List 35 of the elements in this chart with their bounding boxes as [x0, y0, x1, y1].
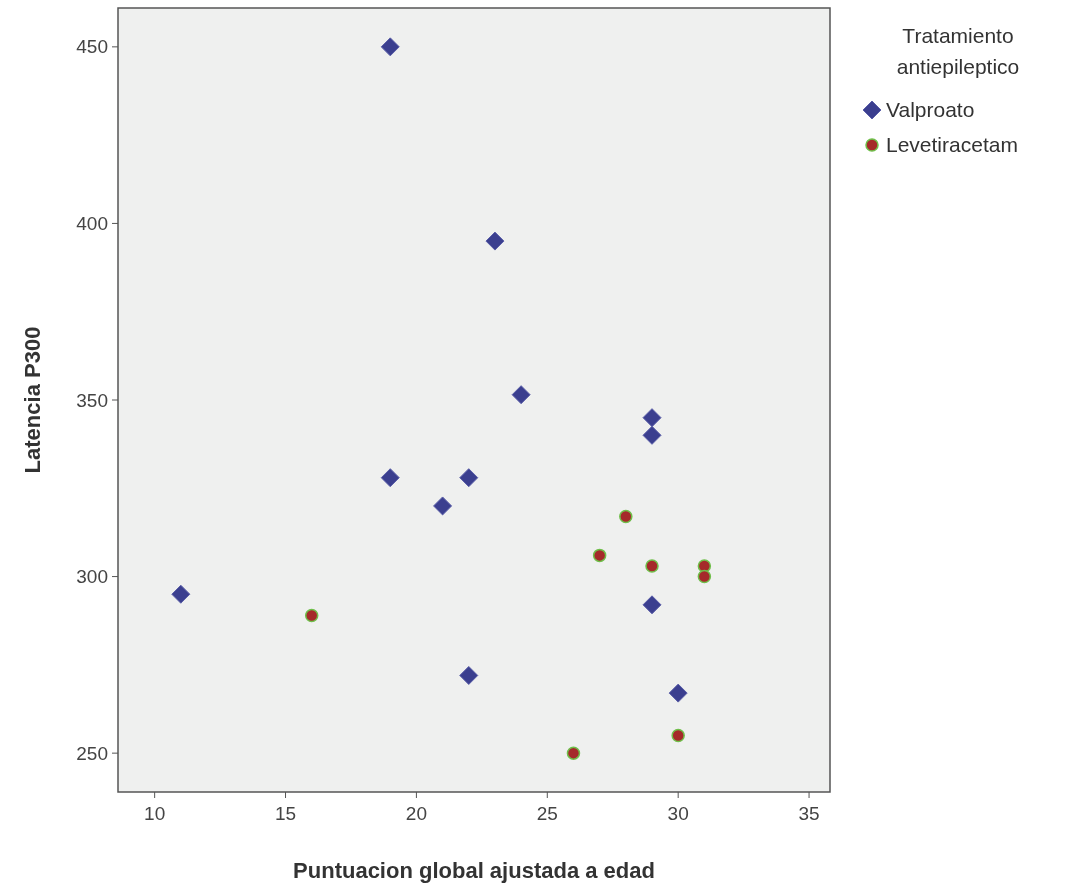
point	[671, 728, 685, 743]
x-tick-label: 20	[405, 803, 427, 824]
point	[619, 509, 633, 524]
point	[304, 608, 319, 623]
point	[697, 569, 712, 584]
point	[380, 468, 400, 488]
legend-label: Levetiracetam	[886, 133, 1018, 157]
y-tick-label: 300	[76, 566, 108, 588]
y-axis-title: Latencia P300	[20, 326, 45, 474]
point	[645, 559, 659, 573]
point	[459, 665, 479, 685]
x-axis-title: Puntuacion global ajustada a edad	[293, 858, 655, 883]
point	[171, 584, 191, 604]
point	[566, 746, 581, 760]
y-tick-label: 350	[76, 389, 108, 411]
x-tick-label: 15	[274, 803, 297, 824]
y-tick-label: 400	[76, 213, 108, 235]
x-tick-label: 35	[798, 803, 820, 824]
point	[642, 408, 662, 428]
point	[592, 548, 607, 563]
x-tick-label: 10	[144, 803, 166, 824]
point	[668, 683, 688, 703]
x-tick-label: 30	[667, 803, 689, 824]
y-tick-label: 450	[76, 36, 108, 58]
point	[433, 496, 453, 516]
x-tick-label: 25	[536, 803, 558, 824]
point	[459, 468, 479, 488]
point	[642, 595, 662, 615]
point	[485, 231, 505, 251]
legend-title: Tratamiento antiepileptico	[896, 24, 1020, 78]
point	[380, 37, 400, 57]
point	[511, 385, 531, 405]
y-tick-label: 250	[76, 742, 108, 764]
point	[642, 425, 662, 445]
legend-label: Valproato	[886, 98, 975, 122]
